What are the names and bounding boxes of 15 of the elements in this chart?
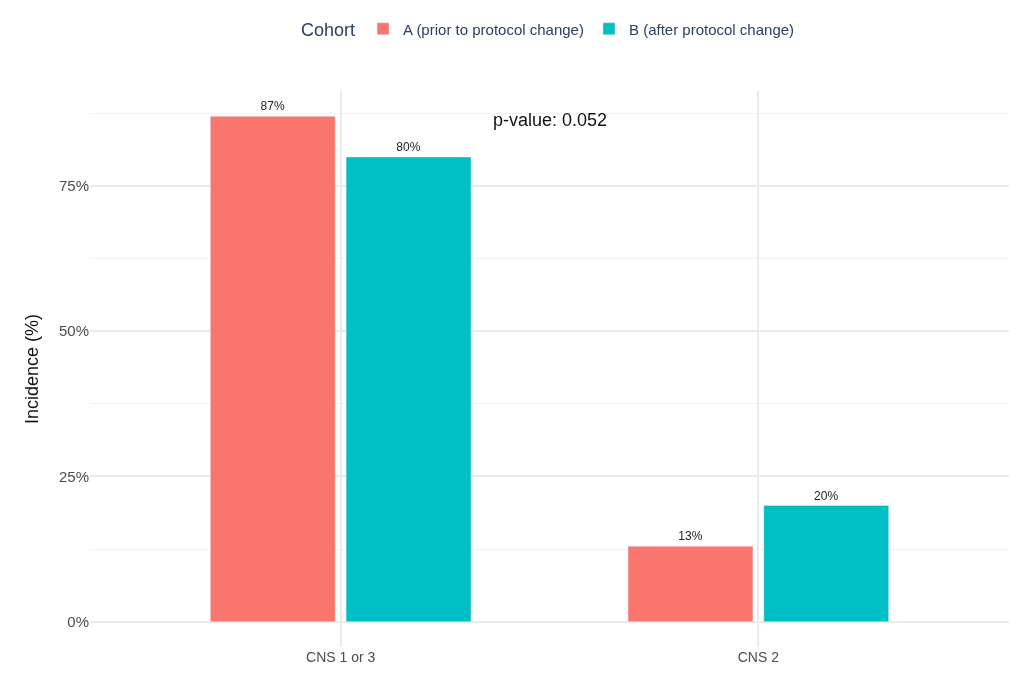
annotation: p-value: 0.052 xyxy=(493,110,608,130)
text: 80% xyxy=(396,139,421,154)
legend-label: A (prior to protocol change) xyxy=(403,20,584,38)
y-tick-label: 25% xyxy=(58,467,89,485)
x-tick-label: CNS 1 or 3 xyxy=(306,649,376,665)
y-tick-label: 75% xyxy=(58,177,89,195)
x-tick-label: CNS 2 xyxy=(737,649,780,665)
y-tick-label: 0% xyxy=(67,612,89,630)
y-axis-title: Incidence (%) xyxy=(22,313,43,425)
y-tick-label: 50% xyxy=(58,322,89,340)
legend-label: B (after protocol change) xyxy=(628,20,795,38)
text: 87% xyxy=(260,99,285,114)
legend-title: Cohort xyxy=(301,19,356,40)
text: 20% xyxy=(814,488,839,503)
text: 13% xyxy=(678,529,703,544)
